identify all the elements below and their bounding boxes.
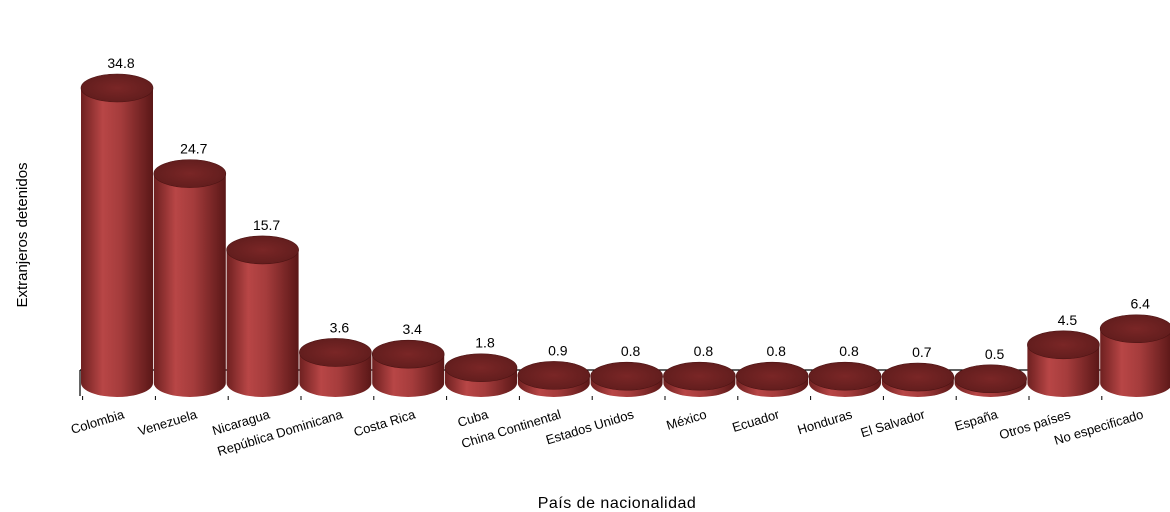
bar-top (808, 361, 882, 391)
category-label: El Salvador (859, 406, 928, 440)
data-label: 3.6 (330, 319, 350, 335)
bar-top (663, 361, 736, 391)
bar-body (1027, 344, 1100, 397)
bar-top (153, 159, 227, 188)
bar (663, 361, 736, 397)
bar (371, 339, 445, 397)
category-label: Costa Rica (352, 406, 418, 439)
category-label: México (665, 407, 709, 433)
bar (1027, 330, 1100, 397)
bar-body (1100, 328, 1170, 397)
bar-body (81, 88, 153, 397)
bar-top (590, 361, 663, 391)
bar (80, 73, 154, 397)
data-label: 1.8 (475, 335, 495, 351)
data-label: 24.7 (180, 141, 207, 157)
data-label: 0.5 (985, 346, 1005, 362)
bar-top (735, 361, 809, 391)
bar-top (80, 73, 154, 103)
category-label: Ecuador (730, 406, 781, 435)
bar-body (226, 249, 299, 397)
y-axis-label: Extranjeros detenidos (14, 162, 31, 307)
bar (735, 361, 809, 397)
bar-top (954, 364, 1027, 394)
bar (444, 353, 518, 397)
data-label: 15.7 (253, 217, 280, 233)
data-label: 0.8 (766, 343, 786, 359)
category-label: República Dominicana (215, 406, 345, 459)
bar-top (1027, 330, 1100, 360)
bar-body (153, 173, 226, 397)
data-label: 0.8 (621, 343, 641, 359)
bar-top (226, 235, 299, 265)
bar (1099, 314, 1170, 397)
bar (517, 361, 591, 397)
bar (153, 159, 227, 397)
bar-top (444, 353, 518, 383)
category-label: Venezuela (136, 406, 199, 438)
data-label: 4.5 (1058, 312, 1078, 328)
bar (954, 364, 1027, 397)
category-label: Cuba (456, 406, 491, 430)
data-label: 0.9 (548, 342, 568, 358)
x-axis-label: País de nacionalidad (538, 495, 697, 512)
data-label: 6.4 (1130, 296, 1150, 312)
bar (808, 361, 882, 397)
data-label: 34.8 (107, 55, 134, 71)
bar-top (299, 338, 372, 367)
data-label: 3.4 (402, 321, 422, 337)
bar-top (881, 362, 955, 392)
bar (881, 362, 955, 397)
bars-group: 34.8 24.7 15.7 3.6 3.4 1.8 0.9 0.8 0.8 0.8 0.8 0.7 0… (80, 55, 1170, 397)
bar-top (1099, 314, 1170, 344)
data-label: 0.8 (839, 343, 859, 359)
data-label: 0.7 (912, 344, 932, 360)
data-label: 0.8 (694, 343, 714, 359)
category-label: Colombia (69, 406, 127, 437)
bar-top (371, 339, 445, 369)
bar (299, 338, 372, 397)
bar (226, 235, 299, 397)
category-label: Honduras (796, 406, 855, 437)
bar-top (517, 361, 591, 390)
category-label: España (953, 406, 1000, 433)
bar (590, 361, 663, 397)
